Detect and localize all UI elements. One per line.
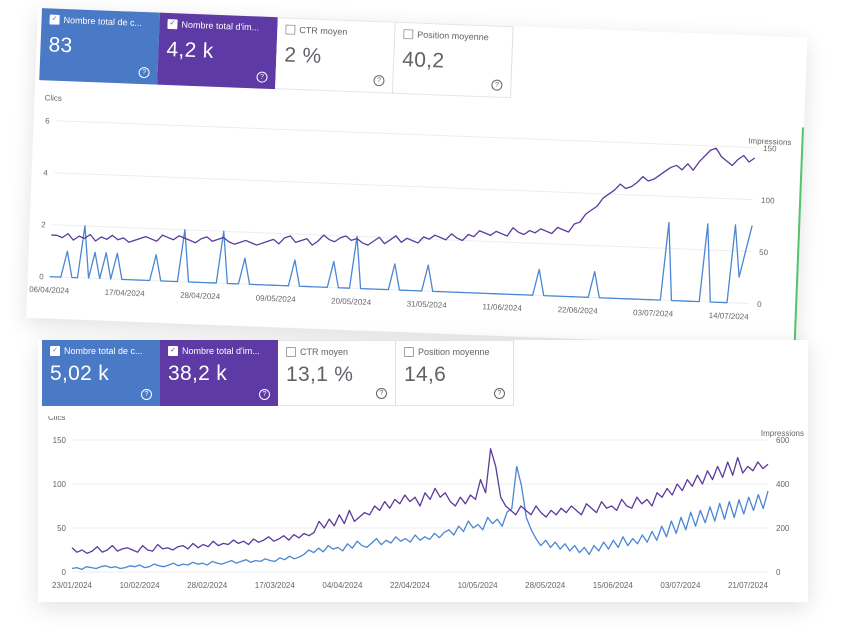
x-tick-label: 03/07/2024 <box>633 308 674 319</box>
x-tick-label: 28/04/2024 <box>180 291 221 302</box>
right-tick-label: 400 <box>776 480 790 489</box>
checkbox-icon[interactable] <box>403 29 414 40</box>
metric-label: CTR moyen <box>299 25 348 37</box>
metric-label: Nombre total d'im... <box>181 19 260 33</box>
metric-label: Nombre total d'im... <box>182 346 260 356</box>
metric-value: 14,6 <box>404 363 447 386</box>
metric-value: 40,2 <box>401 48 445 73</box>
gridline <box>53 172 754 201</box>
metric-value: 83 <box>48 33 73 58</box>
right-tick-label: 0 <box>757 300 762 309</box>
x-tick-label: 06/04/2024 <box>29 285 70 296</box>
x-tick-label: 28/02/2024 <box>187 581 228 590</box>
left-tick-label: 0 <box>62 568 67 577</box>
metric-label: Position moyenne <box>418 347 490 357</box>
help-circle-icon[interactable]: ? <box>141 389 152 400</box>
clicks-series-line <box>71 465 769 571</box>
x-tick-label: 21/07/2024 <box>728 581 769 590</box>
metric-value: 5,02 k <box>50 362 110 385</box>
checkbox-icon[interactable] <box>285 24 296 35</box>
right-tick-label: 600 <box>776 436 790 445</box>
x-tick-label: 22/04/2024 <box>390 581 431 590</box>
check-icon[interactable]: ✓ <box>50 346 60 356</box>
right-axis-label: Impressions <box>748 136 791 147</box>
left-axis-label: Clics <box>48 416 65 422</box>
x-tick-label: 31/05/2024 <box>406 299 447 310</box>
metric-card-total-clicks[interactable]: ✓ Nombre total de c... 5,02 k ? <box>42 340 160 406</box>
gridline <box>51 224 752 253</box>
help-circle-icon[interactable]: ? <box>256 71 268 83</box>
x-tick-label: 15/06/2024 <box>593 581 634 590</box>
left-tick-label: 2 <box>41 220 46 229</box>
help-circle-icon[interactable]: ? <box>259 389 270 400</box>
metric-label: Nombre total de c... <box>64 346 143 356</box>
checkbox-icon[interactable] <box>286 347 296 357</box>
metric-label: CTR moyen <box>300 347 349 357</box>
left-tick-label: 50 <box>57 524 66 533</box>
x-tick-label: 23/01/2024 <box>52 581 93 590</box>
x-tick-label: 03/07/2024 <box>660 581 701 590</box>
metric-card-ctr[interactable]: CTR moyen 2 % ? <box>275 17 396 94</box>
right-tick-label: 150 <box>763 144 777 154</box>
help-circle-icon[interactable]: ? <box>491 79 503 91</box>
right-tick-label: 50 <box>759 248 769 257</box>
performance-chart: Clics Impressions 150 100 50 0 600 400 200 0 23/01… <box>48 416 804 590</box>
help-circle-icon[interactable]: ? <box>373 74 385 87</box>
left-tick-label: 4 <box>43 168 48 177</box>
x-tick-label: 14/07/2024 <box>708 311 749 322</box>
metric-cards: ✓ Nombre total de c... 5,02 k ? ✓ Nombre t… <box>42 340 514 406</box>
left-tick-label: 6 <box>45 116 50 125</box>
check-icon[interactable]: ✓ <box>49 14 60 25</box>
help-circle-icon[interactable]: ? <box>494 388 505 399</box>
metric-value: 13,1 % <box>286 363 354 386</box>
gridline <box>55 120 756 149</box>
impressions-series-line <box>71 448 769 554</box>
x-tick-label: 09/05/2024 <box>255 294 296 305</box>
x-tick-label: 22/06/2024 <box>557 305 598 316</box>
help-circle-icon[interactable]: ? <box>376 388 387 399</box>
metric-card-total-impressions[interactable]: ✓ Nombre total d'im... 4,2 k ? <box>157 12 278 90</box>
metric-card-total-impressions[interactable]: ✓ Nombre total d'im... 38,2 k ? <box>160 340 278 406</box>
left-tick-label: 150 <box>53 436 67 445</box>
metric-value: 4,2 k <box>166 37 214 63</box>
performance-panel-top: ✓ Nombre total de c... 83 ? ✓ Nombre total… <box>26 8 808 358</box>
x-tick-label: 28/05/2024 <box>525 581 566 590</box>
performance-panel-bottom: ✓ Nombre total de c... 5,02 k ? ✓ Nombre t… <box>38 340 808 602</box>
check-icon[interactable]: ✓ <box>167 18 178 30</box>
clicks-series-line <box>49 221 753 304</box>
performance-chart: Clics Impressions 6 4 2 0 150 100 50 0 06/04/2024 1… <box>29 93 792 322</box>
x-tick-label: 10/02/2024 <box>120 581 161 590</box>
checkbox-icon[interactable] <box>404 347 414 357</box>
metric-card-position[interactable]: Position moyenne 40,2 ? <box>392 21 514 99</box>
metric-card-total-clicks[interactable]: ✓ Nombre total de c... 83 ? <box>39 8 160 85</box>
metric-label: Nombre total de c... <box>63 14 143 29</box>
metric-value: 2 % <box>283 43 322 68</box>
left-tick-label: 100 <box>53 480 67 489</box>
metric-card-ctr[interactable]: CTR moyen 13,1 % ? <box>278 340 396 406</box>
x-tick-label: 20/05/2024 <box>331 296 372 307</box>
help-circle-icon[interactable]: ? <box>138 66 150 79</box>
impressions-series-line <box>51 147 756 246</box>
right-axis-label: Impressions <box>761 429 804 438</box>
x-tick-label: 17/04/2024 <box>104 288 145 299</box>
metric-card-position[interactable]: Position moyenne 14,6 ? <box>396 340 514 406</box>
x-tick-label: 11/06/2024 <box>482 302 522 313</box>
right-tick-label: 0 <box>776 568 781 577</box>
left-tick-label: 0 <box>39 272 44 281</box>
x-tick-label: 04/04/2024 <box>322 581 363 590</box>
metric-label: Position moyenne <box>417 29 489 43</box>
metric-value: 38,2 k <box>168 362 228 385</box>
right-tick-label: 200 <box>776 524 790 533</box>
right-tick-label: 100 <box>761 196 775 206</box>
check-icon[interactable]: ✓ <box>168 346 178 356</box>
x-tick-label: 10/05/2024 <box>458 581 499 590</box>
x-tick-label: 17/03/2024 <box>255 581 296 590</box>
left-axis-label: Clics <box>44 93 62 103</box>
